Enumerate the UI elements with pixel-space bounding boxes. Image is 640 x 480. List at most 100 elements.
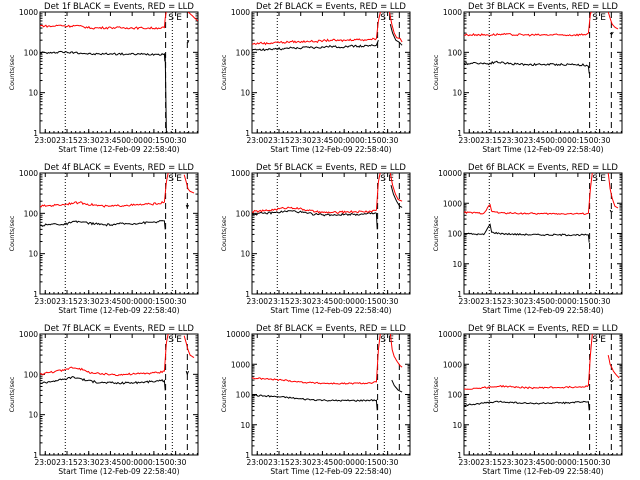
chart-panel-7: Det 7f BLACK = Events, RED = LLD 1 10 100 10… [8, 324, 199, 476]
chart-title: Det 3f BLACK = Events, RED = LLD [468, 2, 618, 12]
series-line [40, 50, 167, 133]
x-tick-label: 00:00 [121, 136, 143, 145]
x-tick-label: 23:15 [56, 136, 78, 145]
chart-panel-2: Det 2f BLACK = Events, RED = LLD 1 10 100 10… [220, 2, 411, 154]
x-tick-label: 23:15 [480, 297, 502, 306]
y-axis-label: Counts/sec [432, 215, 440, 251]
y-tick-label: 100 [236, 209, 251, 218]
x-tick-label: 00:30 [377, 297, 399, 306]
x-tick-label: 23:30 [502, 136, 524, 145]
y-tick-label: 1 [245, 451, 250, 460]
x-tick-label: 23:00 [246, 297, 268, 306]
series-line [464, 334, 593, 390]
x-tick-label: 00:30 [589, 136, 611, 145]
x-tick-label: 23:45 [100, 297, 122, 306]
series-line [389, 173, 403, 202]
series-line [609, 379, 614, 383]
series-line [183, 174, 195, 194]
plot-frame [39, 333, 199, 456]
series-line [40, 376, 166, 391]
y-tick-label: 10 [28, 411, 38, 420]
chart-title: Det 8f BLACK = Events, RED = LLD [256, 324, 406, 334]
x-axis-label: Start Time (12-Feb-09 22:58:40) [482, 306, 603, 315]
series-line [389, 12, 403, 43]
chart-panel-4: Det 4f BLACK = Events, RED = LLD 1 10 100 10… [8, 163, 199, 315]
chart-title: Det 6f BLACK = Events, RED = LLD [468, 163, 618, 173]
chart-title: Det 2f BLACK = Events, RED = LLD [256, 2, 406, 12]
x-tick-label: 00:00 [545, 458, 567, 467]
y-tick-label: 1 [457, 129, 462, 138]
series-line [607, 354, 620, 379]
plot-frame [39, 11, 199, 134]
y-tick-label: 10000 [438, 169, 462, 178]
x-axis-label: Start Time (12-Feb-09 22:58:40) [270, 467, 391, 476]
series-line [464, 12, 593, 37]
series-line [607, 12, 619, 30]
y-tick-label: 1 [457, 451, 462, 460]
y-tick-label: 10 [452, 421, 462, 430]
x-tick-label: 23:00 [34, 458, 56, 467]
chart-panel-9: Det 9f BLACK = Events, RED = LLD 1 10 100 10… [432, 324, 623, 476]
x-tick-label: 23:15 [480, 458, 502, 467]
y-axis-label: Counts/sec [8, 215, 16, 251]
plot-frame [251, 333, 411, 456]
y-axis-label: Counts/sec [432, 376, 440, 412]
x-axis-label: Start Time (12-Feb-09 22:58:40) [482, 467, 603, 476]
series-line [464, 223, 590, 243]
x-tick-label: 00:30 [165, 297, 187, 306]
x-tick-label: 00:15 [143, 136, 165, 145]
y-axis-label: Counts/sec [220, 215, 228, 251]
marker-s: S [592, 13, 598, 23]
x-tick-label: 23:45 [100, 458, 122, 467]
series-line [464, 400, 590, 411]
marker-s: S [168, 174, 174, 184]
chart-title: Det 7f BLACK = Events, RED = LLD [44, 324, 194, 334]
series-line [390, 184, 403, 208]
series-line [185, 204, 189, 209]
y-tick-label: 100 [448, 230, 463, 239]
y-tick-label: 100 [236, 391, 251, 400]
series-line [389, 334, 403, 368]
y-tick-label: 100 [448, 48, 463, 57]
series-line [607, 173, 619, 209]
series-line [252, 12, 381, 46]
x-tick-label: 00:15 [567, 458, 589, 467]
plot-frame [463, 172, 623, 295]
x-tick-label: 23:45 [524, 297, 546, 306]
series-line [186, 39, 190, 44]
y-tick-label: 10 [240, 250, 250, 259]
x-tick-label: 00:00 [545, 136, 567, 145]
y-axis-label: Counts/sec [220, 376, 228, 412]
y-axis-label: Counts/sec [8, 376, 16, 412]
y-tick-label: 10 [28, 89, 38, 98]
series-line [609, 209, 613, 214]
x-tick-label: 23:45 [100, 136, 122, 145]
x-tick-label: 23:00 [34, 297, 56, 306]
y-tick-label: 1000 [231, 169, 250, 178]
x-tick-label: 00:15 [355, 297, 377, 306]
chart-title: Det 5f BLACK = Events, RED = LLD [256, 163, 406, 173]
series-line [252, 210, 378, 230]
x-tick-label: 00:00 [545, 297, 567, 306]
chart-title: Det 4f BLACK = Events, RED = LLD [44, 163, 194, 173]
x-tick-label: 00:15 [355, 458, 377, 467]
marker-s: S [168, 13, 174, 23]
marker-e: E [176, 13, 182, 23]
x-axis-label: Start Time (12-Feb-09 22:58:40) [270, 306, 391, 315]
chart-panel-5: Det 5f BLACK = Events, RED = LLD 1 10 100 10… [220, 163, 411, 315]
chart-panel-3: Det 3f BLACK = Events, RED = LLD 1 10 100 10… [432, 2, 623, 154]
y-tick-label: 10 [452, 260, 462, 269]
x-axis-label: Start Time (12-Feb-09 22:58:40) [270, 145, 391, 154]
marker-s: S [168, 335, 174, 345]
x-tick-label: 23:30 [290, 458, 312, 467]
chart-title: Det 1f BLACK = Events, RED = LLD [44, 2, 194, 12]
x-tick-label: 23:15 [268, 458, 290, 467]
y-tick-label: 100 [448, 391, 463, 400]
y-tick-label: 10000 [438, 330, 462, 339]
marker-e: E [600, 174, 606, 184]
x-tick-label: 23:45 [312, 458, 334, 467]
series-line [40, 173, 169, 208]
series-line [464, 173, 593, 216]
plot-frame [251, 11, 411, 134]
